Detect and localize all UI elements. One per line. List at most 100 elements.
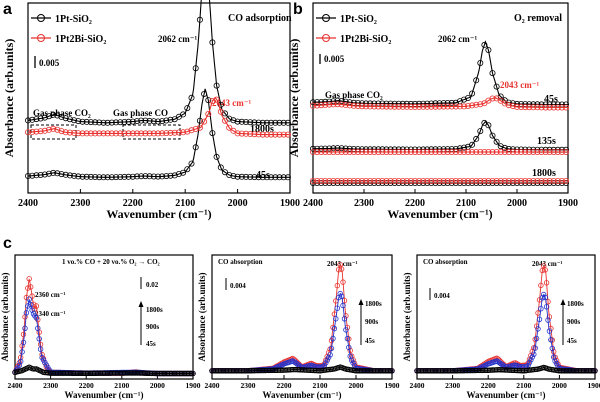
panel-a-series-0-point [251, 119, 258, 126]
panel-b-series-0-point [485, 122, 492, 129]
panel-b-series-1-point [367, 103, 374, 110]
panel-a-series-1-point [41, 127, 48, 134]
panel-b-series-0-point [444, 100, 451, 107]
panel-b-series-1-point [371, 148, 378, 155]
panel-b-series-1-point [350, 102, 357, 109]
panel-a-series-0-point [58, 113, 65, 120]
panel-b-series-1-point [554, 148, 561, 155]
panel-b-series-0-point [460, 96, 467, 103]
panel-a-series-1-point [230, 127, 237, 134]
panel-b-series-0-point [334, 145, 341, 152]
panel-c2-series-1-point [337, 290, 343, 297]
panel-b-series-1-point [518, 177, 525, 184]
panel-b-series-1-point [505, 148, 512, 155]
panel-b-series-1-point [314, 102, 321, 109]
panel-b-series-1-point [403, 148, 410, 155]
panel-a-series-0-point [247, 119, 254, 126]
panel-b-series-0-point [318, 145, 325, 152]
panel-b-series-1-point [509, 148, 516, 155]
panel-a-series-0-point [100, 119, 107, 126]
panel-b-series-0-point [326, 145, 333, 152]
panel-a-series-0-point [117, 119, 124, 126]
panel-b-series-1-point [309, 102, 316, 109]
panel-b-series-1-point [460, 177, 467, 184]
panel-a-series-0-point [184, 166, 191, 173]
panel-b-series-1-point [326, 148, 333, 155]
panel-b-series-1-point [383, 177, 390, 184]
panel-a-series-0-point [280, 119, 287, 126]
panel-b-series-0-point [497, 143, 504, 150]
panel-c3-series-1-point [529, 354, 535, 360]
panel-c2-scalebar-label: 0.004 [230, 282, 246, 290]
panel-a-series-0-point [217, 164, 224, 171]
panel-b-series-1-point [432, 148, 439, 155]
panel-c3-peak-label: 2043 cm⁻¹ [532, 260, 562, 268]
panel-b-series-1-point [448, 103, 455, 110]
panel-b-series-0-point [309, 99, 316, 106]
panel-b-series-1-point [379, 148, 386, 155]
panel-b-series-1-point [493, 177, 500, 184]
panel-a-series-0-point [259, 119, 266, 126]
panel-a-series-1-point [50, 125, 57, 132]
panel-a-series-1-point [79, 130, 86, 137]
panel-b-series-1-point [456, 103, 463, 110]
panel-b-series-0-point [338, 145, 345, 152]
panel-a-xlabel: Wavenumber (cm⁻¹) [106, 207, 211, 221]
panel-a-series-0-point [238, 118, 245, 125]
panel-a-series-1-point [24, 129, 31, 136]
panel-c3-series-0-point [543, 280, 550, 286]
panel-a-series-0-point [167, 172, 174, 179]
panel-b-series-1-point [460, 148, 467, 155]
panel-b-series-1-point [416, 103, 423, 110]
panel-b-series-1-point [350, 148, 357, 155]
panel-b-series-1-point [416, 177, 423, 184]
panel-c1-xtick-label-2400: 2400 [8, 381, 23, 390]
panel-b-series-1-point [399, 148, 406, 155]
panel-c1-time-900: 900s [146, 323, 160, 331]
panel-c3-series-1-point [543, 304, 550, 310]
panel-a-series-1-point [159, 130, 166, 137]
panel-b-series-1-point [538, 177, 545, 184]
panel-a-series-0-point [24, 117, 31, 124]
panel-a-series-1-point [242, 130, 249, 137]
panel-b-series-1-point [546, 177, 553, 184]
panel-a-series-0-point [108, 174, 115, 181]
panel-a-series-0-point [62, 171, 69, 178]
panel-b-series-1-point [550, 177, 557, 184]
panel-a-series-0-point [37, 115, 44, 122]
panel-a-legend-marker-black [37, 14, 45, 22]
panel-c3-series-0-point [542, 267, 548, 273]
panel-a-series-1-point [96, 130, 103, 137]
panel-a-series-0-point [192, 144, 199, 151]
panel-b-series-1-point [411, 177, 418, 184]
panel-b-series-0-point [342, 145, 349, 152]
panel-a-series-0-point [142, 117, 149, 124]
panel-b-series-1-point [464, 148, 471, 155]
panel-a-series-0-point [242, 173, 249, 180]
panel-a-series-0-point [280, 174, 287, 181]
panel-a-series-0-point [146, 173, 153, 180]
panel-a-series-0-point [175, 170, 182, 177]
panel-a-series-0-point [62, 115, 69, 122]
panel-a-series-0-point [150, 118, 157, 125]
panel-c3-xtick-label-2300: 2300 [445, 381, 460, 390]
panel-b-series-1-point [358, 103, 365, 110]
panel-c1-title: 1 vo.% CO + 20 vo.% O₂ → CO₂ [62, 258, 160, 266]
panel-a-series-1-point [213, 96, 220, 103]
panel-c1-series-1-point [18, 358, 24, 365]
panel-a-xtick-label-2100: 2100 [175, 198, 195, 209]
panel-label-a: a [3, 1, 12, 18]
panel-a-series-1-point [71, 129, 78, 136]
panel-b-series-1-point [501, 100, 508, 107]
panel-b-series-1-point [505, 102, 512, 109]
panel-c2-series-1-point [350, 360, 356, 366]
panel-a-series-0-point [251, 174, 258, 181]
panel-c1-series-2-point [190, 370, 196, 377]
panel-b-series-1-point [318, 102, 325, 109]
panel-c2-series-0-point [340, 279, 346, 285]
panel-c2-xtick-label-2300: 2300 [241, 381, 256, 390]
panel-a-peak-black-label: 2062 cm⁻¹ [158, 34, 197, 44]
panel-c1-series-0-point [32, 306, 38, 312]
panel-b-series-1-point [314, 148, 321, 155]
panel-c3-xtick-label-1900: 1900 [588, 381, 600, 390]
